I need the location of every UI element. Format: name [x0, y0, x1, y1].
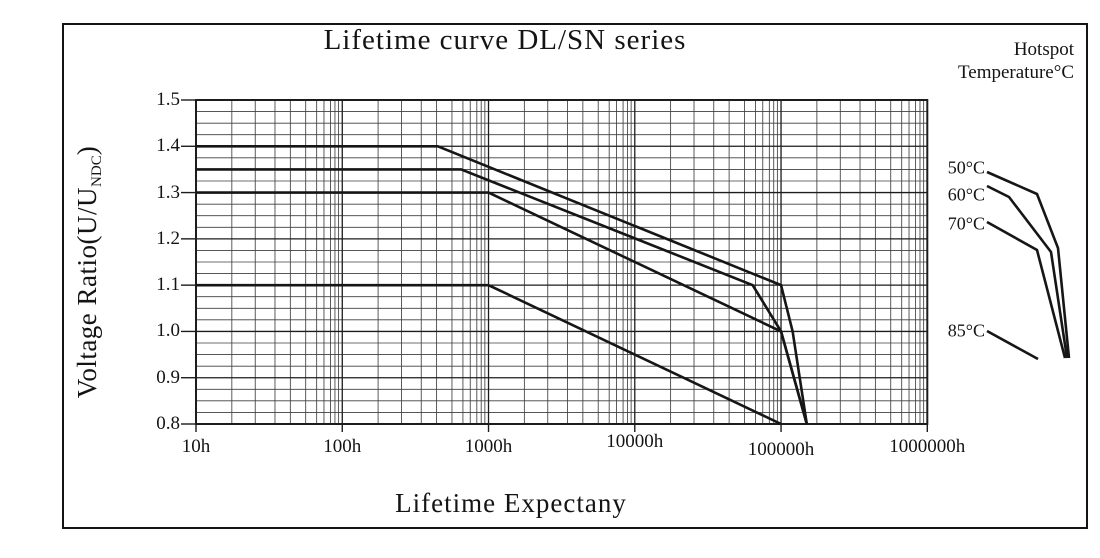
y-tick-label: 1.5: [156, 89, 180, 110]
x-axis-title: Lifetime Expectany: [395, 488, 627, 518]
legend-pointer-85°C: [986, 329, 1039, 361]
legend-title-line2: Temperature°C: [958, 62, 1074, 83]
y-tick-label: 1.3: [156, 181, 180, 203]
y-tick-label: 0.9: [156, 366, 180, 388]
x-tick-label: 100h: [323, 436, 362, 457]
legend-pointer-50°C: [986, 170, 1071, 359]
legend-pointer-70°C: [986, 220, 1067, 359]
y-tick-label: 1.4: [156, 135, 180, 157]
x-tick-label: 10000h: [606, 431, 664, 452]
curve-85c: [196, 283, 782, 426]
y-axis-title-subscript: NDC: [89, 155, 105, 187]
legend-label-70°C: 70°C: [947, 213, 985, 234]
plot-border: [195, 99, 929, 425]
y-axis-title: Voltage Ratio(U/UNDC): [72, 146, 106, 398]
x-tick-label: 100000h: [747, 439, 815, 460]
x-tick-label: 1000h: [464, 436, 513, 457]
y-tick-label: 1.1: [156, 274, 180, 296]
chart-title: Lifetime curve DL/SN series: [323, 24, 687, 56]
legend-label-60°C: 60°C: [947, 184, 985, 205]
y-axis-title-prefix: Voltage Ratio(U/U: [72, 186, 102, 399]
y-tick-label: 1.2: [156, 227, 180, 249]
y-axis-title-suffix: ): [72, 145, 102, 156]
legend-title-line1: Hotspot: [1013, 39, 1074, 60]
x-tick-label: 10h: [181, 436, 211, 457]
legend-title: Hotspot Temperature°C: [958, 38, 1074, 84]
curve-50c: [196, 144, 809, 425]
curve-70c: [196, 191, 809, 425]
y-tick-label: 1.0: [156, 320, 180, 342]
legend-label-85°C: 85°C: [947, 320, 985, 341]
figure-frame: [62, 23, 1088, 529]
y-tick-label: 0.8: [156, 413, 180, 434]
x-tick-label: 1000000h: [889, 436, 966, 457]
legend-label-50°C: 50°C: [947, 157, 985, 178]
legend-pointer-60°C: [986, 184, 1069, 359]
